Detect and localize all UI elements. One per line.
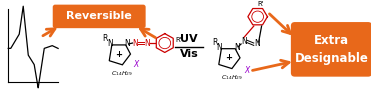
Text: N: N [125, 40, 130, 48]
FancyBboxPatch shape [291, 22, 372, 77]
Text: $X$: $X$ [244, 64, 252, 75]
Text: N: N [107, 40, 113, 48]
Text: R: R [102, 34, 108, 43]
Text: N: N [234, 43, 240, 52]
Text: Reversible: Reversible [66, 11, 132, 21]
Text: R': R' [175, 37, 182, 43]
Text: Vis: Vis [180, 49, 198, 59]
Text: $C_{14}H_{29}$: $C_{14}H_{29}$ [221, 73, 243, 82]
Text: R': R' [257, 1, 264, 7]
Text: Extra
Designable: Extra Designable [294, 34, 369, 65]
Text: R: R [212, 38, 217, 47]
FancyBboxPatch shape [53, 5, 146, 28]
Text: N: N [133, 39, 138, 48]
Text: $X$: $X$ [133, 58, 140, 69]
Text: N: N [254, 40, 260, 48]
Text: UV: UV [180, 34, 198, 44]
Text: +: + [115, 50, 122, 59]
Text: N: N [241, 37, 247, 46]
Text: $C_{14}H_{29}$: $C_{14}H_{29}$ [112, 69, 133, 78]
Text: N: N [217, 43, 222, 52]
Text: +: + [225, 53, 232, 62]
Text: N: N [144, 39, 150, 48]
